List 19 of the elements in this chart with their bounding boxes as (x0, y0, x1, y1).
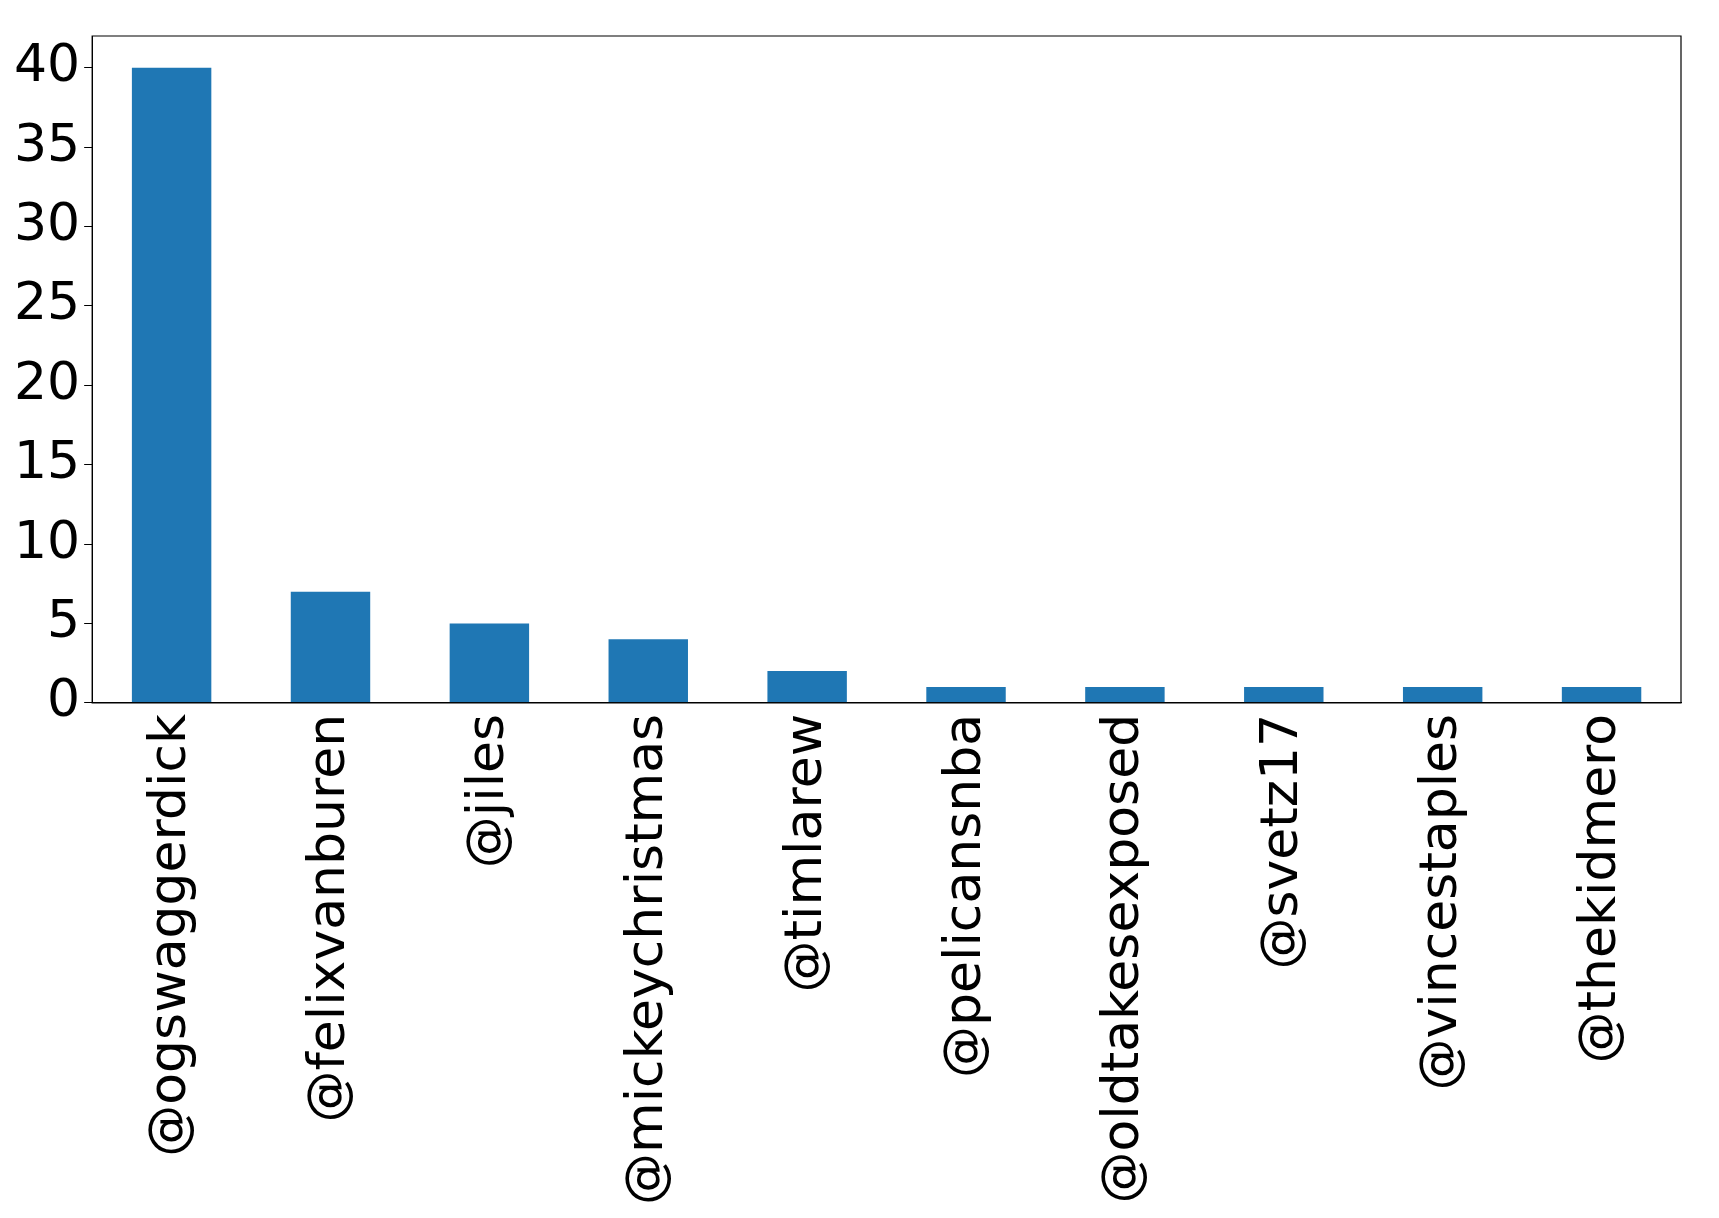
y-tick-label: 5 (47, 588, 81, 649)
x-tick-label: @pelicansnba (931, 713, 992, 1079)
x-tick-label: @oldtakesexposed (1090, 713, 1151, 1204)
y-tick-label: 20 (14, 350, 81, 411)
x-tick-label: @jiles (454, 713, 515, 869)
y-tick-label: 15 (14, 430, 81, 491)
y-tick-label: 40 (14, 33, 81, 94)
x-tick-label: @svetz17 (1249, 713, 1310, 970)
y-tick-label: 35 (14, 112, 81, 173)
y-tick-label: 10 (14, 509, 81, 570)
x-tick-label: @vincestaples (1408, 713, 1469, 1091)
x-tick-label: @mickeychristmas (613, 713, 674, 1206)
y-tick-label: 30 (14, 192, 81, 253)
y-tick-label: 25 (14, 271, 81, 332)
y-tick-label: 0 (47, 668, 81, 729)
x-tick-label: @ogswaggerdick (137, 713, 198, 1157)
x-tick-label: @thekidmero (1567, 713, 1628, 1064)
x-tick-label: @timlarew (772, 713, 833, 993)
x-tick-label: @felixvanburen (296, 713, 357, 1123)
